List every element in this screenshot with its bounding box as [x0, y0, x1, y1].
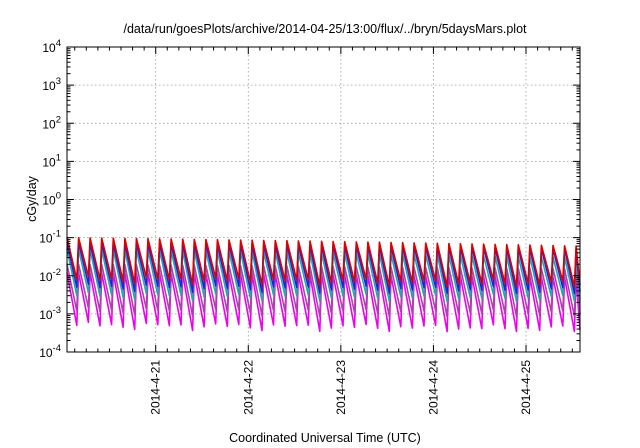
y-tick-label: 10-3 — [39, 305, 61, 322]
series-group — [66, 237, 581, 333]
y-tick-label-exponent: 2 — [56, 114, 61, 125]
y-tick-label-exponent: 4 — [56, 38, 61, 49]
y-tick-label-base: 10 — [42, 41, 56, 55]
x-tick-label: 2014-4-25 — [519, 360, 533, 415]
y-tick-label: 100 — [42, 191, 61, 208]
series-line — [66, 263, 581, 318]
y-tick-label-exponent: 1 — [56, 152, 61, 163]
y-tick-label: 101 — [42, 152, 61, 169]
y-tick-label-exponent: 0 — [56, 191, 61, 202]
y-tick-label-base: 10 — [42, 79, 56, 93]
y-axis-label: cGy/day — [25, 175, 39, 222]
y-tick-label-base: 10 — [39, 346, 53, 360]
y-tick-label-base: 10 — [39, 232, 53, 246]
y-tick-label: 104 — [42, 38, 61, 55]
y-tick-label: 10-4 — [39, 343, 61, 360]
y-tick-label-exponent: -1 — [53, 229, 61, 240]
series-line — [66, 241, 581, 295]
x-tick-label: 2014-4-24 — [426, 360, 440, 415]
y-tick-label-base: 10 — [42, 155, 56, 169]
x-axis: 2014-4-21 2014-4-22 2014-4-23 2014-4-24 2014… — [74, 47, 573, 415]
y-tick-label-exponent: 3 — [56, 76, 61, 87]
y-tick-label-exponent: -4 — [53, 343, 61, 354]
y-tick-label-exponent: -2 — [53, 267, 61, 278]
x-tick-label: 2014-4-23 — [334, 360, 348, 415]
y-tick-label-base: 10 — [39, 270, 53, 284]
series-line — [66, 272, 581, 333]
x-tick-label: 2014-4-22 — [241, 360, 255, 415]
y-tick-label-base: 10 — [42, 117, 56, 131]
series-line — [66, 237, 581, 288]
series-line — [66, 248, 581, 303]
chart-title: /data/run/goesPlots/archive/2014-04-25/1… — [123, 22, 527, 36]
y-tick-label-base: 10 — [42, 194, 56, 208]
y-tick-label: 10-2 — [39, 267, 61, 284]
y-tick-label: 102 — [42, 114, 61, 131]
y-tick-label: 10-1 — [39, 229, 61, 246]
y-tick-label: 103 — [42, 76, 61, 93]
y-tick-label-exponent: -3 — [53, 305, 61, 316]
y-tick-label-base: 10 — [39, 308, 53, 322]
x-axis-label: Coordinated Universal Time (UTC) — [229, 431, 421, 445]
x-tick-label: 2014-4-21 — [149, 360, 163, 415]
